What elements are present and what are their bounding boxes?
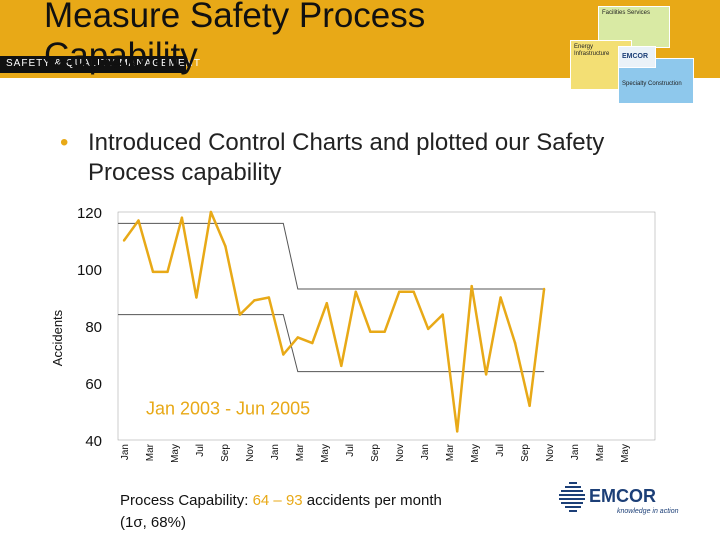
data-point [383,330,386,333]
tagline-bar [0,56,186,73]
x-tick-label: Sep [370,444,381,462]
footer-low: 64 [252,492,270,509]
data-point [195,296,198,299]
footer-dash: – [273,492,282,509]
x-tick-label: May [620,444,631,463]
x-tick-label: Sep [220,444,231,462]
data-point [369,330,372,333]
y-tick-label: 60 [85,376,102,393]
data-point [455,430,459,433]
y-tick-label: 80 [85,319,102,336]
data-point [296,336,300,339]
control-limit-lcl [118,314,545,373]
x-tick-label: Mar [295,443,306,461]
control-limit-ucl [118,222,545,290]
data-point [542,287,546,291]
y-tick-label: 100 [77,262,102,279]
data-point [166,270,169,274]
logo-box-emcor: EMCOR [618,46,656,68]
chart-title: Jan 2003 - Jun 2005 [146,398,310,418]
data-point [340,364,343,368]
x-tick-label: Jul [345,444,356,457]
data-point [224,245,227,248]
data-point [427,327,430,331]
data-point [354,290,357,293]
footer-prefix: Process Capability: [120,492,249,509]
series-line [122,210,546,433]
data-point [441,313,444,316]
data-point [180,216,184,219]
data-point [513,341,517,345]
x-tick-label: Jan [570,444,581,460]
data-point [137,219,140,222]
y-tick-label: 120 [77,205,102,222]
data-point [238,313,242,316]
data-point [253,299,256,302]
y-tick-label: 40 [85,433,102,450]
data-point [122,239,126,242]
footer-suffix: accidents per month [306,492,442,509]
data-point [325,302,328,305]
footer-line2: (1σ, 68%) [120,514,186,531]
slide-title: Measure Safety Process Capability [44,0,426,75]
tagline: SAFETY & QUALITY MANAGEMENT [6,58,201,69]
data-point [528,404,531,407]
data-point [267,296,271,299]
x-tick-label: Jul [195,444,206,457]
x-tick-label: Jul [495,444,506,457]
bullet-text: Introduced Control Charts and plotted ou… [88,129,605,186]
emcor-tagline: knowledge in action [617,508,679,515]
process-capability-note: Process Capability: 64 – 93 accidents pe… [120,490,540,534]
x-tick-label: Jan [270,444,281,460]
x-tick-label: Nov [545,444,556,462]
data-point [209,210,213,214]
emcor-globe-icon [559,482,585,512]
x-tick-label: Mar [595,443,606,461]
data-point [282,353,285,356]
x-tick-label: Jan [420,444,431,460]
data-point [311,341,314,345]
x-tick-label: May [170,444,181,463]
data-point [151,270,155,274]
data-point [412,290,415,293]
bullet-dot: • [60,129,69,156]
data-point [398,290,401,293]
x-tick-label: Nov [395,444,406,462]
x-tick-label: May [320,444,331,463]
x-tick-label: May [470,444,481,463]
x-tick-label: Sep [520,444,531,462]
x-tick-label: Mar [145,443,156,461]
x-tick-label: Mar [445,443,456,461]
data-point [499,296,502,299]
x-tick-label: Nov [245,444,256,462]
data-point [484,373,488,376]
footer-high: 93 [285,492,303,509]
emcor-logo: EMCOR knowledge in action [559,482,679,515]
y-axis-label: Accidents [50,309,65,366]
x-tick-label: Jan [120,444,131,460]
emcor-wordmark: EMCOR [589,486,656,506]
data-point [470,284,473,288]
